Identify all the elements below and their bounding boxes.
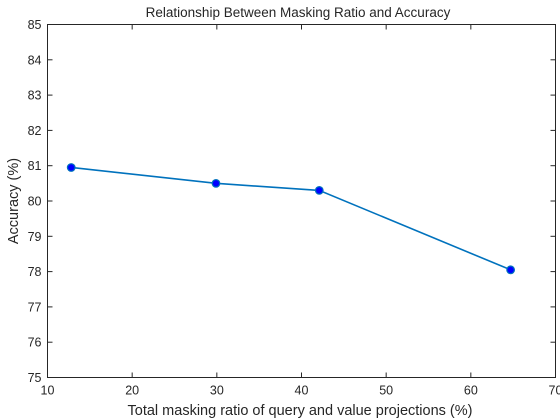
- y-tick-label: 77: [28, 300, 42, 314]
- y-tick-label: 75: [28, 371, 42, 385]
- y-tick-label: 81: [28, 159, 42, 173]
- y-tick-label: 78: [28, 265, 42, 279]
- x-axis-label: Total masking ratio of query and value p…: [128, 403, 473, 419]
- y-axis: 75 76 77 78 79 80 81 82 83 84 85: [28, 18, 556, 385]
- series-line: [71, 166, 511, 271]
- data-point: [66, 163, 76, 172]
- series-layer: [66, 163, 516, 275]
- y-tick-label: 83: [28, 89, 42, 103]
- x-tick-label: 50: [379, 384, 393, 398]
- y-tick-label: 79: [28, 230, 42, 244]
- y-tick-label: 80: [28, 195, 42, 209]
- x-tick-label: 60: [464, 384, 478, 398]
- y-tick-label: 85: [28, 18, 42, 32]
- data-point: [211, 178, 221, 188]
- y-tick-label: 76: [28, 336, 42, 350]
- x-tick-label: 30: [210, 384, 224, 398]
- plot-area: [47, 24, 556, 378]
- data-point: [314, 186, 324, 195]
- chart-title: Relationship Between Masking Ratio and A…: [146, 5, 451, 20]
- y-axis-label: Accuracy (%): [6, 158, 22, 244]
- y-tick-label: 84: [28, 53, 42, 67]
- x-axis: 10 20 30 40 50 60 70: [41, 24, 560, 398]
- x-tick-label: 70: [549, 384, 560, 398]
- data-point: [506, 265, 516, 275]
- x-tick-label: 10: [41, 384, 55, 398]
- x-tick-label: 40: [295, 384, 309, 398]
- y-tick-label: 82: [28, 124, 42, 138]
- x-tick-label: 20: [125, 384, 139, 398]
